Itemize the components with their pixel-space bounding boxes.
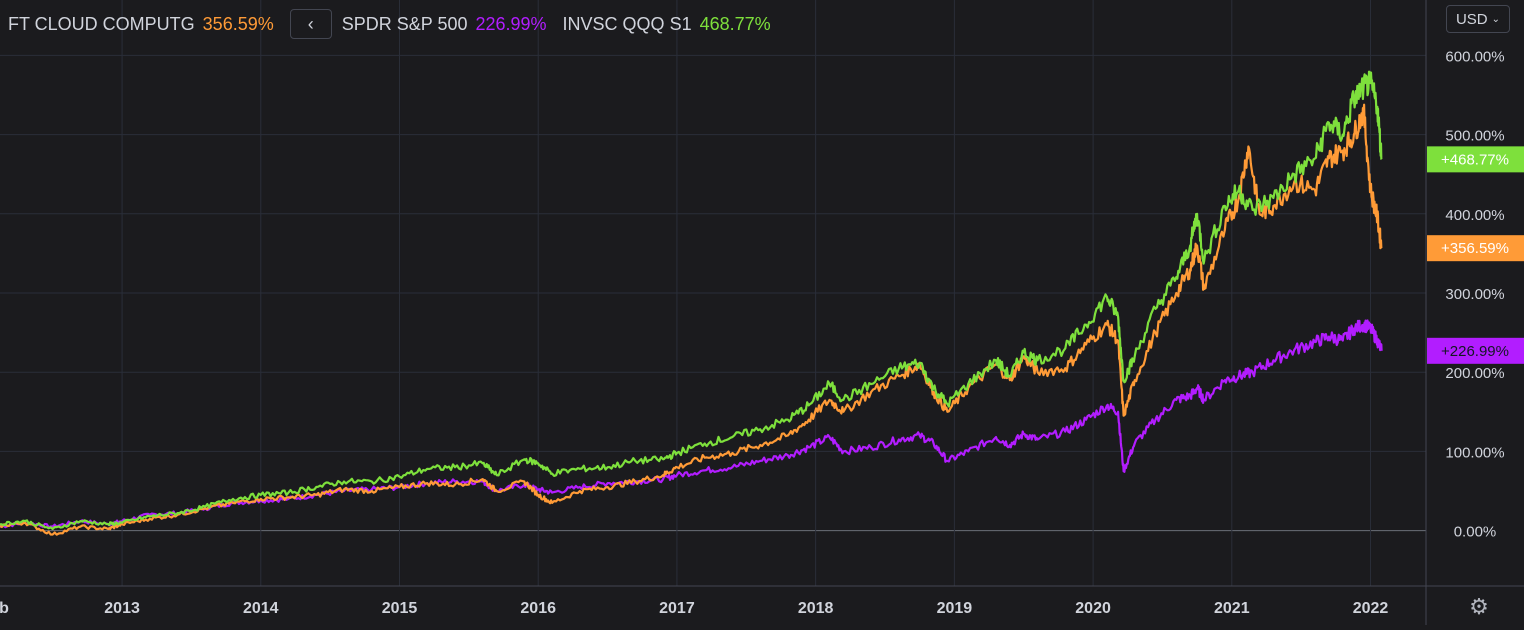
legend-series-name-cloud: FT CLOUD COMPUTG	[8, 13, 195, 34]
last-value-labels: +226.99% +356.59% +468.77%	[1427, 146, 1524, 364]
x-tick-label: 2021	[1214, 600, 1250, 617]
chevron-down-icon: ⌄	[1491, 13, 1501, 25]
grid	[0, 0, 1426, 586]
x-tick-label: 2016	[520, 600, 556, 617]
x-tick-label: 2020	[1075, 600, 1111, 617]
legend-series-value-qqq: 468.77%	[699, 13, 771, 34]
chevron-left-icon: ‹	[307, 13, 314, 34]
time-axis[interactable]: b 2013 2014 2015 2016 2017 2018 2019 2020 2021 202…	[0, 600, 1388, 617]
last-value-text: +226.99%	[1441, 343, 1509, 360]
legend: FT CLOUD COMPUTG 356.59% ‹ SPDR S&P 500 …	[8, 9, 787, 39]
last-value-badge	[1427, 337, 1524, 364]
y-tick-label: 200.00%	[1445, 365, 1504, 382]
y-tick-label: 400.00%	[1445, 207, 1504, 224]
legend-series-value-spdr: 226.99%	[475, 13, 547, 34]
x-tick-label: 2013	[104, 600, 140, 617]
y-tick-label: 500.00%	[1445, 128, 1504, 145]
legend-series-value-cloud: 356.59%	[202, 13, 274, 34]
last-value-badge	[1427, 146, 1524, 173]
settings-button[interactable]: ⚙	[1466, 594, 1492, 620]
x-tick-label: 2022	[1353, 600, 1389, 617]
y-tick-label: 0.00%	[1454, 524, 1497, 541]
legend-collapse-button[interactable]: ‹	[289, 9, 332, 39]
series-line-ft-cloud-computg[interactable]	[0, 103, 1383, 536]
x-tick-label: b	[0, 600, 9, 617]
x-tick-label: 2015	[382, 600, 418, 617]
series-line-invsc-qqq-s1[interactable]	[0, 70, 1383, 531]
currency-selector[interactable]: USD ⌄	[1446, 5, 1510, 33]
series-line-spdr-s-p-500[interactable]	[0, 319, 1383, 529]
x-tick-label: 2014	[243, 600, 279, 617]
x-tick-label: 2018	[798, 600, 834, 617]
y-tick-label: 300.00%	[1445, 286, 1504, 303]
x-tick-label: 2017	[659, 600, 695, 617]
gear-icon: ⚙	[1469, 594, 1489, 619]
x-tick-label: 2019	[937, 600, 973, 617]
y-tick-label: 100.00%	[1445, 444, 1504, 461]
currency-label: USD	[1455, 10, 1488, 28]
last-value-text: +468.77%	[1441, 151, 1509, 168]
legend-series-name-spdr: SPDR S&P 500	[341, 13, 468, 34]
last-value-text: +356.59%	[1441, 240, 1509, 257]
last-value-badge	[1427, 235, 1524, 262]
y-tick-label: 600.00%	[1445, 48, 1504, 65]
price-axis[interactable]: 600.00% 500.00% 400.00% 300.00% 200.00% 100.0…	[1445, 48, 1504, 540]
legend-series-name-qqq: INVSC QQQ S1	[562, 13, 692, 34]
series-layer	[0, 70, 1383, 536]
